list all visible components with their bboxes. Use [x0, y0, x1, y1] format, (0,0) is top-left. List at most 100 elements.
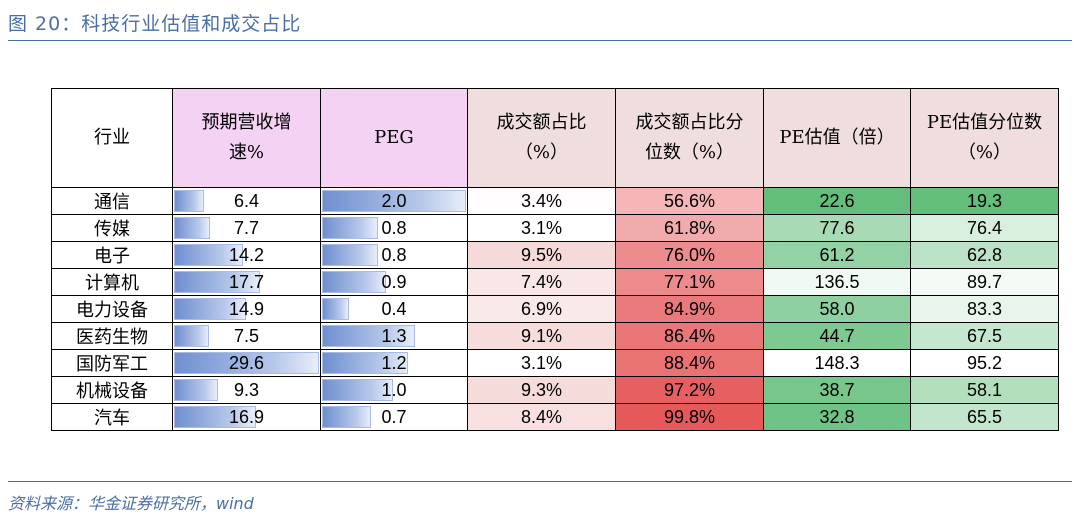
source-note: 资料来源：华金证券研究所，wind	[8, 494, 254, 513]
share-cell: 3.4%	[467, 187, 616, 215]
peg-cell-bar	[322, 298, 350, 320]
share-percentile-cell: 84.9%	[615, 295, 764, 323]
peg-cell: 1.0	[320, 376, 468, 404]
share-percentile-cell: 56.6%	[615, 187, 764, 215]
peg-cell-bar	[322, 271, 386, 293]
peg-cell: 1.3	[320, 322, 468, 350]
share-cell: 6.9%	[467, 295, 616, 323]
growth-cell-bar	[174, 325, 210, 347]
pe-cell: 22.6	[763, 187, 911, 215]
share-percentile-cell: 88.4%	[615, 349, 764, 377]
peg-cell: 1.2	[320, 349, 468, 377]
industry-cell: 机械设备	[51, 376, 173, 404]
peg-cell: 0.9	[320, 268, 468, 296]
growth-cell-bar	[174, 298, 246, 320]
header-row: 行业 预期营收增 速% PEG 成交额占比 （%） 成交额占比分 位数（%） PE估值…	[51, 88, 1059, 188]
growth-cell-bar	[174, 217, 211, 239]
header-share: 成交额占比 （%）	[467, 88, 616, 188]
pe-percentile-cell: 19.3	[910, 187, 1059, 215]
peg-cell-bar	[322, 244, 379, 266]
peg-cell: 2.0	[320, 187, 468, 215]
growth-cell: 9.3	[172, 376, 321, 404]
peg-cell: 0.4	[320, 295, 468, 323]
pe-cell: 148.3	[763, 349, 911, 377]
peg-cell-bar	[322, 352, 408, 374]
table-row: 国防军工 29.6 1.2 3.1% 88.4% 148.3 95.2	[51, 349, 1059, 377]
peg-cell-bar	[322, 406, 372, 428]
figure-title: 图 20：科技行业估值和成交占比	[8, 13, 302, 35]
share-percentile-cell: 97.2%	[615, 376, 764, 404]
growth-cell: 14.2	[172, 241, 321, 269]
share-cell: 9.5%	[467, 241, 616, 269]
pe-percentile-cell: 76.4	[910, 214, 1059, 242]
growth-cell: 14.9	[172, 295, 321, 323]
table-row: 计算机 17.7 0.9 7.4% 77.1% 136.5 89.7	[51, 268, 1059, 296]
share-percentile-cell: 61.8%	[615, 214, 764, 242]
share-cell: 7.4%	[467, 268, 616, 296]
share-percentile-cell: 86.4%	[615, 322, 764, 350]
industry-cell: 电力设备	[51, 295, 173, 323]
industry-cell: 医药生物	[51, 322, 173, 350]
pe-percentile-cell: 89.7	[910, 268, 1059, 296]
share-cell: 9.1%	[467, 322, 616, 350]
pe-percentile-cell: 65.5	[910, 403, 1059, 431]
table-row: 机械设备 9.3 1.0 9.3% 97.2% 38.7 58.1	[51, 376, 1059, 404]
header-share-percentile: 成交额占比分 位数（%）	[615, 88, 764, 188]
valuation-table: 行业 预期营收增 速% PEG 成交额占比 （%） 成交额占比分 位数（%） PE估值…	[51, 88, 1059, 431]
industry-cell: 传媒	[51, 214, 173, 242]
header-pe-percentile: PE估值分位数 （%）	[910, 88, 1059, 188]
growth-cell: 17.7	[172, 268, 321, 296]
pe-cell: 61.2	[763, 241, 911, 269]
peg-cell: 0.7	[320, 403, 468, 431]
peg-cell-bar	[322, 190, 466, 212]
table-row: 电力设备 14.9 0.4 6.9% 84.9% 58.0 83.3	[51, 295, 1059, 323]
pe-cell: 136.5	[763, 268, 911, 296]
growth-cell-bar	[174, 190, 204, 212]
pe-percentile-cell: 83.3	[910, 295, 1059, 323]
pe-percentile-cell: 62.8	[910, 241, 1059, 269]
share-percentile-cell: 77.1%	[615, 268, 764, 296]
growth-cell-bar	[174, 244, 243, 266]
pe-percentile-cell: 67.5	[910, 322, 1059, 350]
table-row: 传媒 7.7 0.8 3.1% 61.8% 77.6 76.4	[51, 214, 1059, 242]
growth-cell: 7.5	[172, 322, 321, 350]
pe-cell: 38.7	[763, 376, 911, 404]
peg-cell-bar	[322, 379, 393, 401]
title-rule	[8, 40, 1072, 41]
pe-cell: 44.7	[763, 322, 911, 350]
header-growth: 预期营收增 速%	[172, 88, 321, 188]
header-industry: 行业	[51, 88, 173, 188]
header-pe: PE估值（倍）	[763, 88, 911, 188]
growth-cell: 6.4	[172, 187, 321, 215]
growth-cell-bar	[174, 406, 256, 428]
peg-cell-bar	[322, 217, 379, 239]
share-cell: 9.3%	[467, 376, 616, 404]
growth-cell: 29.6	[172, 349, 321, 377]
pe-percentile-cell: 58.1	[910, 376, 1059, 404]
header-peg: PEG	[320, 88, 468, 188]
industry-cell: 电子	[51, 241, 173, 269]
industry-cell: 通信	[51, 187, 173, 215]
share-percentile-cell: 76.0%	[615, 241, 764, 269]
growth-cell-bar	[174, 352, 319, 374]
share-cell: 3.1%	[467, 214, 616, 242]
industry-cell: 国防军工	[51, 349, 173, 377]
share-percentile-cell: 99.8%	[615, 403, 764, 431]
pe-cell: 58.0	[763, 295, 911, 323]
growth-cell-bar	[174, 271, 260, 293]
table-row: 医药生物 7.5 1.3 9.1% 86.4% 44.7 67.5	[51, 322, 1059, 350]
share-cell: 3.1%	[467, 349, 616, 377]
growth-cell: 16.9	[172, 403, 321, 431]
share-cell: 8.4%	[467, 403, 616, 431]
table-row: 电子 14.2 0.8 9.5% 76.0% 61.2 62.8	[51, 241, 1059, 269]
peg-cell: 0.8	[320, 241, 468, 269]
industry-cell: 计算机	[51, 268, 173, 296]
peg-cell: 0.8	[320, 214, 468, 242]
pe-cell: 77.6	[763, 214, 911, 242]
pe-percentile-cell: 95.2	[910, 349, 1059, 377]
table-row: 汽车 16.9 0.7 8.4% 99.8% 32.8 65.5	[51, 403, 1059, 431]
growth-cell-bar	[174, 379, 219, 401]
industry-cell: 汽车	[51, 403, 173, 431]
footer-rule	[8, 481, 1072, 482]
pe-cell: 32.8	[763, 403, 911, 431]
